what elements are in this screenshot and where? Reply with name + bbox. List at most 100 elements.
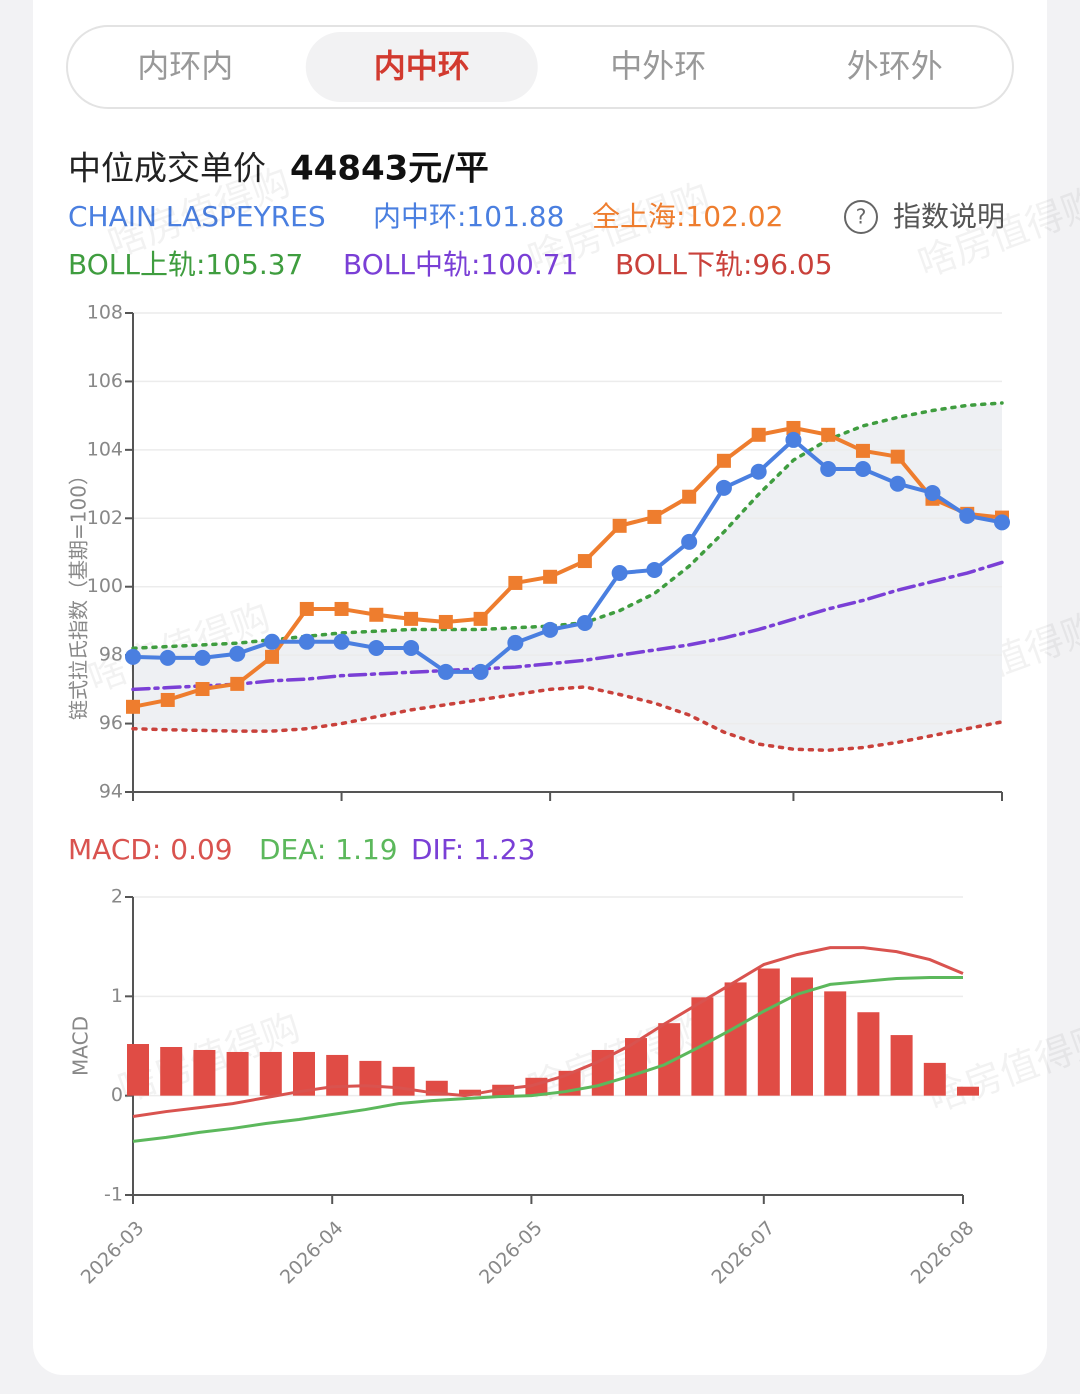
point	[577, 554, 592, 569]
help-link[interactable]: 指数说明	[893, 200, 1005, 233]
legend-entry: 全上海:102.02	[592, 200, 783, 233]
point	[264, 633, 281, 650]
series-line	[131, 560, 1004, 692]
point	[750, 463, 767, 480]
point	[855, 443, 870, 458]
bar	[459, 1089, 481, 1096]
y-axis-label: 链式拉氏指数（基期=100）	[67, 465, 91, 720]
point	[682, 489, 697, 504]
legend-entry: BOLL中轨:100.71	[343, 248, 578, 281]
bar	[160, 1046, 183, 1096]
point	[298, 633, 315, 650]
point	[126, 699, 140, 714]
bar	[326, 1054, 349, 1096]
point	[437, 663, 454, 680]
tab-bar	[66, 25, 1014, 109]
tab[interactable]: 外环外	[847, 47, 943, 85]
y-tick-label: -1	[104, 1184, 123, 1206]
point	[542, 621, 559, 638]
point	[403, 639, 420, 656]
point	[820, 461, 837, 478]
point	[959, 507, 976, 524]
help-icon[interactable]	[844, 200, 878, 234]
bar	[392, 1066, 415, 1096]
point	[438, 614, 453, 629]
point	[508, 575, 523, 590]
bar	[259, 1051, 282, 1096]
point	[194, 649, 211, 666]
price-label: 中位成交单价	[68, 149, 266, 188]
point	[473, 611, 488, 626]
point	[299, 601, 314, 616]
y-tick-label: 2	[111, 886, 123, 908]
index-name: CHAIN LASPEYRES	[68, 200, 326, 233]
point	[333, 633, 350, 650]
legend-entry: BOLL上轨:105.37	[68, 248, 303, 281]
tab[interactable]: 内中环	[374, 47, 470, 85]
point	[611, 565, 628, 582]
series-line	[132, 946, 964, 1119]
bar	[293, 1051, 315, 1096]
point	[368, 639, 385, 656]
point	[889, 475, 906, 492]
point	[229, 645, 246, 662]
point	[751, 427, 766, 442]
point	[543, 569, 558, 584]
point	[230, 676, 245, 691]
bar	[359, 1060, 382, 1096]
point	[786, 420, 801, 435]
point	[125, 648, 141, 665]
legend-entry: BOLL下轨:96.05	[615, 248, 833, 281]
tab[interactable]: 内环内	[137, 47, 233, 85]
legend-entry: DEA: 1.19	[259, 833, 398, 866]
point	[404, 611, 419, 626]
point	[715, 479, 732, 496]
point	[854, 461, 871, 478]
boll-band	[133, 402, 1002, 751]
y-tick-label: 104	[87, 438, 123, 460]
bar	[757, 968, 780, 1096]
y-tick-label: 102	[87, 507, 123, 529]
point	[369, 607, 384, 622]
point	[195, 682, 210, 697]
point	[265, 649, 280, 664]
point	[159, 649, 176, 666]
y-tick-label: 108	[87, 302, 123, 324]
bar	[791, 977, 813, 1096]
point	[994, 514, 1010, 531]
bar	[625, 1038, 647, 1096]
y-tick-label: 98	[99, 644, 123, 666]
point	[821, 427, 836, 442]
point	[785, 431, 802, 448]
point	[472, 663, 489, 680]
tab[interactable]: 中外环	[610, 47, 706, 85]
bar	[658, 1023, 681, 1096]
y-axis-label: MACD	[69, 1016, 93, 1076]
bar	[127, 1044, 149, 1096]
series-line	[132, 975, 963, 1143]
y-tick-label: 1	[111, 985, 123, 1007]
point	[681, 533, 698, 550]
help-icon-glyph: ?	[856, 205, 867, 229]
point	[890, 449, 905, 464]
bar	[724, 982, 747, 1096]
y-tick-label: 106	[87, 370, 123, 392]
price-value: 44843元/平	[290, 149, 489, 189]
series-line	[131, 401, 1004, 651]
y-tick-label: 94	[99, 781, 123, 803]
legend-entry: 内中环:101.88	[373, 200, 564, 233]
bar	[193, 1049, 216, 1096]
point	[647, 509, 662, 524]
point	[612, 518, 627, 533]
charts: 内中环:101.88 全上海:102.02 BOLL上轨:105.37 BOLL中轨:…	[67, 200, 1010, 1289]
legend-entry: MACD: 0.09	[68, 833, 233, 866]
bar	[957, 1086, 979, 1096]
point	[334, 601, 349, 616]
point	[924, 484, 941, 501]
legend-entry: DIF: 1.23	[411, 833, 535, 866]
y-tick-label: 96	[99, 712, 123, 734]
point	[160, 692, 175, 707]
bar	[890, 1035, 913, 1096]
bar	[824, 991, 847, 1096]
